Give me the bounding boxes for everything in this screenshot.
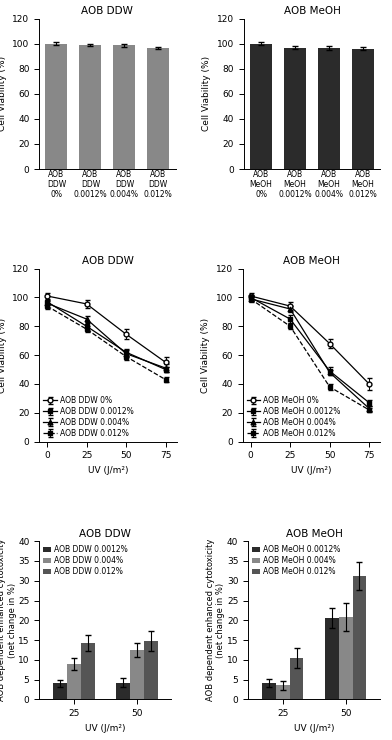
- Y-axis label: Cell Viability (%): Cell Viability (%): [0, 317, 7, 393]
- Bar: [318, 48, 340, 169]
- X-axis label: UV (J/m²): UV (J/m²): [291, 466, 332, 475]
- Bar: [262, 683, 276, 699]
- Y-axis label: Cell Viability (%): Cell Viability (%): [202, 56, 211, 131]
- Bar: [67, 664, 81, 699]
- Bar: [325, 619, 339, 699]
- Title: AOB DDW: AOB DDW: [82, 7, 133, 16]
- Bar: [81, 643, 94, 699]
- Title: AOB MeOH: AOB MeOH: [283, 7, 341, 16]
- Legend: AOB DDW 0%, AOB DDW 0.0012%, AOB DDW 0.004%, AOB DDW 0.012%: AOB DDW 0%, AOB DDW 0.0012%, AOB DDW 0.0…: [42, 394, 135, 440]
- X-axis label: UV (J/m²): UV (J/m²): [85, 724, 125, 733]
- Y-axis label: Cell Viability (%): Cell Viability (%): [0, 56, 7, 131]
- Bar: [352, 576, 367, 699]
- Bar: [250, 44, 272, 169]
- Bar: [284, 48, 306, 169]
- Y-axis label: AOB dependent enhanced cytotoxicity
(net change in %): AOB dependent enhanced cytotoxicity (net…: [0, 539, 16, 702]
- Title: AOB MeOH: AOB MeOH: [286, 529, 343, 539]
- Legend: AOB MeOH 0%, AOB MeOH 0.0012%, AOB MeOH 0.004%, AOB MeOH 0.012%: AOB MeOH 0%, AOB MeOH 0.0012%, AOB MeOH …: [245, 394, 342, 440]
- X-axis label: UV (J/m²): UV (J/m²): [294, 724, 334, 733]
- Bar: [130, 650, 144, 699]
- Legend: AOB MeOH 0.0012%, AOB MeOH 0.004%, AOB MeOH 0.012%: AOB MeOH 0.0012%, AOB MeOH 0.004%, AOB M…: [250, 544, 341, 577]
- Y-axis label: Cell Viability (%): Cell Viability (%): [201, 317, 210, 393]
- Title: AOB DDW: AOB DDW: [82, 257, 134, 266]
- Bar: [144, 641, 158, 699]
- Legend: AOB DDW 0.0012%, AOB DDW 0.004%, AOB DDW 0.012%: AOB DDW 0.0012%, AOB DDW 0.004%, AOB DDW…: [42, 544, 129, 577]
- Bar: [352, 49, 374, 169]
- Bar: [79, 45, 102, 169]
- Bar: [116, 683, 130, 699]
- Bar: [45, 44, 67, 169]
- Bar: [290, 658, 303, 699]
- Bar: [53, 684, 67, 699]
- X-axis label: UV (J/m²): UV (J/m²): [88, 466, 128, 475]
- Bar: [147, 48, 169, 169]
- Bar: [113, 45, 136, 169]
- Title: AOB MeOH: AOB MeOH: [283, 257, 340, 266]
- Title: AOB DDW: AOB DDW: [79, 529, 131, 539]
- Bar: [276, 685, 290, 699]
- Y-axis label: AOB dependent enhanced cytotoxicity
(net change in %): AOB dependent enhanced cytotoxicity (net…: [206, 539, 225, 702]
- Bar: [339, 617, 352, 699]
